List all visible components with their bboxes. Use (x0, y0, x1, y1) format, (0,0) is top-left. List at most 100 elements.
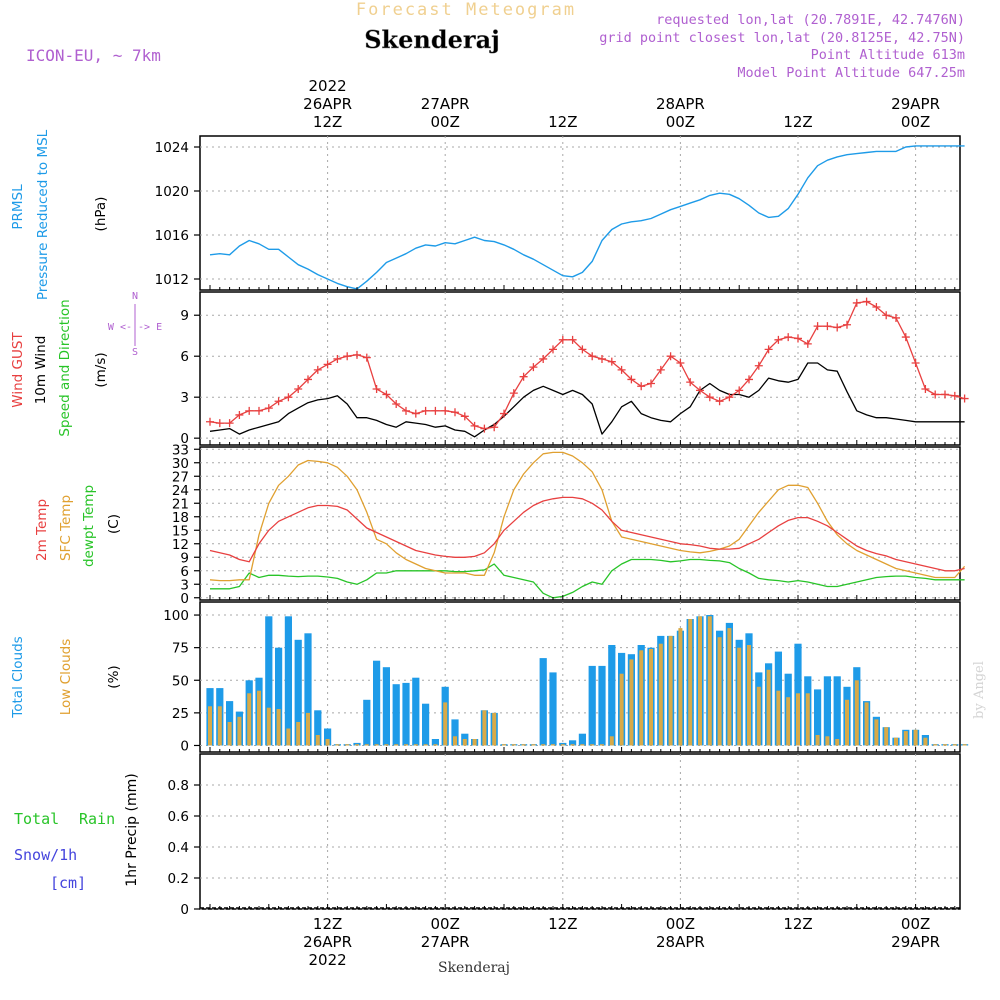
gust-marker (539, 354, 548, 363)
top-time-label: 00Z (431, 113, 460, 131)
total-cloud-bar (608, 645, 616, 746)
low-cloud-bar (658, 643, 663, 746)
gust-marker (637, 382, 646, 391)
gust-marker (402, 406, 410, 415)
total-cloud-bar (823, 676, 831, 746)
low-cloud-bar (835, 739, 840, 746)
gust-marker (470, 421, 479, 430)
top-time-label: 26APR (303, 95, 352, 113)
precip-panel-frame (199, 753, 961, 910)
temp-2m-line (209, 496, 965, 572)
gust-marker (833, 323, 842, 332)
low-cloud-bar (952, 744, 957, 746)
gust-marker (362, 353, 371, 362)
low-cloud-bar (854, 680, 859, 746)
gust-marker (225, 419, 234, 428)
precip-unit: 1hr Precip (mm) (124, 773, 140, 886)
low-cloud-bar (933, 744, 938, 746)
low-cloud-bar (541, 744, 546, 746)
low-cloud-bar (227, 722, 232, 746)
gust-marker (284, 393, 293, 402)
total-cloud-bar (265, 616, 273, 746)
low-cloud-bar (237, 716, 242, 746)
low-cloud-bar (786, 697, 791, 746)
top-time-label: 00Z (901, 113, 930, 131)
gust-marker (764, 345, 773, 354)
low-cloud-bar (580, 744, 585, 746)
gust-marker (725, 393, 734, 402)
total-cloud-bar (578, 733, 586, 746)
gust-marker (941, 390, 949, 399)
gust-marker (372, 384, 381, 393)
gust-marker (852, 298, 861, 307)
wind-panel-frame (199, 291, 961, 446)
gust-marker (255, 406, 263, 415)
gust-marker (274, 397, 283, 406)
low-cloud-bar (737, 647, 742, 746)
low-cloud-bar (394, 744, 399, 746)
gust-marker (794, 334, 802, 343)
low-cloud-bar (668, 635, 673, 746)
gust-marker (578, 345, 587, 354)
gust-marker (245, 406, 254, 415)
low-cloud-bar (962, 744, 967, 746)
low-cloud-bar (698, 616, 702, 746)
gust-marker (206, 417, 214, 426)
pressure-line (209, 145, 965, 290)
gust-marker (843, 320, 851, 329)
y-tick-label: 25 (172, 706, 189, 722)
y-tick-label: 0.8 (168, 778, 189, 794)
panel-frames (199, 135, 961, 910)
y-tick-label: 0 (180, 591, 189, 607)
watermark: by Angel (972, 661, 987, 719)
low-cloud-bar (423, 744, 428, 746)
snow-unit-label: [cm] (50, 874, 86, 892)
gust-marker (686, 378, 695, 387)
low-cloud-bar (492, 712, 497, 746)
total-cloud-bar (284, 616, 292, 746)
gust-marker (666, 352, 675, 361)
gust-marker (411, 409, 420, 418)
y-tick-label: 75 (172, 641, 189, 657)
low-cloud-bar (276, 709, 281, 746)
total-cloud-bar (373, 660, 381, 746)
top-time-label: 12Z (783, 113, 812, 131)
y-tick-label: 50 (172, 673, 189, 689)
wind-speed-line (209, 362, 965, 438)
bottom-time-label: 27APR (421, 933, 470, 951)
gust-marker (304, 375, 312, 384)
bottom-time-label: 12Z (313, 915, 342, 933)
temp-panel-frame (199, 446, 961, 601)
y-tick-label: 100 (163, 608, 189, 624)
top-time-label: 28APR (656, 95, 705, 113)
gust-marker (656, 365, 665, 374)
low-cloud-bar (531, 744, 536, 746)
footer-location: Skenderaj (438, 960, 510, 976)
gust-marker (803, 339, 812, 348)
low-cloud-bar (208, 706, 212, 746)
low-cloud-bar (923, 737, 928, 746)
wind-labels: Wind GUST 10m Wind Speed and Direction (… (10, 291, 162, 437)
low-cloud-bar (639, 650, 644, 746)
gust-marker (294, 384, 303, 393)
low-cloud-bar (796, 693, 800, 746)
low-cloud-bar (355, 744, 359, 746)
low-cloud-bar (335, 744, 340, 746)
top-time-label: 2022 (309, 77, 347, 95)
low-cloud-bar (521, 744, 526, 746)
y-tick-label: 9 (180, 550, 189, 566)
low-cloud-bar (874, 719, 879, 746)
low-cloud-bar (482, 710, 487, 746)
gust-marker (960, 394, 969, 403)
total-cloud-bar (382, 667, 390, 746)
info-line-4: Model Point Altitude 647.25m (737, 65, 965, 81)
top-time-label: 27APR (421, 95, 470, 113)
low-cloud-bar (727, 628, 732, 746)
gust-marker (500, 409, 508, 418)
low-cloud-bar (511, 744, 516, 746)
total-clouds-label: Total Clouds (10, 636, 26, 718)
y-tick-label: 18 (172, 510, 189, 526)
gust-marker (588, 352, 597, 361)
